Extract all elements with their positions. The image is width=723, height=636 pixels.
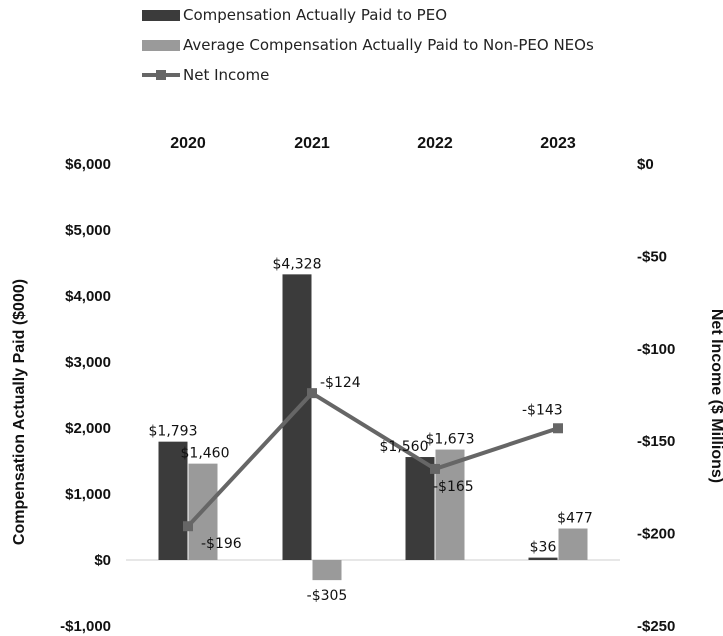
legend-swatch-0 — [142, 10, 180, 21]
category-label-2023: 2023 — [540, 135, 576, 152]
y-tick-label: $6,000 — [65, 156, 111, 173]
y2-tick-label: -$50 — [637, 248, 667, 265]
bar-neo-2021 — [312, 560, 342, 581]
bar-neo-2023 — [558, 528, 588, 560]
y-tick-label: $4,000 — [65, 288, 111, 305]
net-income-point-2023 — [553, 423, 563, 434]
net-income-label-2020: -$196 — [201, 536, 242, 552]
category-label-2022: 2022 — [417, 135, 453, 152]
data-label-peo-2023: $36 — [530, 540, 557, 556]
data-label-neo-2020: $1,460 — [181, 446, 230, 462]
legend: Compensation Actually Paid to PEO Average… — [142, 6, 594, 84]
data-label-peo-2022: $1,560 — [380, 439, 429, 455]
y-tick-label: $1,000 — [65, 486, 111, 503]
net-income-point-2022 — [430, 463, 440, 474]
data-labels: $1,793 $4,328 $1,560 $36 $1,460 -$305 $1,673 $4… — [149, 256, 593, 604]
net-income-label-2022: -$165 — [433, 479, 474, 495]
y2-tick-label: -$200 — [637, 526, 675, 543]
category-label-2021: 2021 — [294, 135, 330, 152]
right-axis-ticks: -$250 -$200 -$150 -$100 -$50 $0 — [637, 156, 675, 635]
y-tick-label: -$1,000 — [60, 618, 111, 635]
legend-marker — [156, 70, 166, 80]
bar-peo-2020 — [158, 441, 188, 560]
bar-peo-2022 — [405, 457, 435, 560]
data-label-peo-2021: $4,328 — [273, 256, 322, 272]
y2-tick-label: $0 — [637, 156, 654, 173]
data-label-neo-2021: -$305 — [307, 588, 348, 604]
net-income-line — [183, 388, 563, 532]
y-tick-label: $5,000 — [65, 222, 111, 239]
net-income-point-2020 — [183, 521, 193, 532]
bar-peo-2021 — [282, 274, 312, 560]
bar-peo-2023 — [528, 557, 558, 560]
y-tick-label: $0 — [94, 552, 111, 569]
y2-tick-label: -$250 — [637, 618, 675, 635]
y-tick-label: $2,000 — [65, 420, 111, 437]
left-axis-title: Compensation Actually Paid ($000) — [11, 279, 28, 545]
left-axis-ticks: -$1,000 $0 $1,000 $2,000 $3,000 $4,000 $5,000 $… — [60, 156, 111, 635]
net-income-point-2021 — [307, 388, 317, 399]
category-label-2020: 2020 — [170, 135, 206, 152]
category-labels: 2020 2021 2022 2023 — [170, 135, 576, 152]
y-tick-label: $3,000 — [65, 354, 111, 371]
net-income-label-2023: -$143 — [522, 402, 563, 418]
legend-label-1: Average Compensation Actually Paid to No… — [183, 36, 594, 54]
net-income-polyline — [186, 391, 559, 528]
legend-swatch-1 — [142, 40, 180, 51]
bars — [158, 274, 588, 581]
data-label-neo-2022: $1,673 — [426, 432, 475, 448]
legend-label-2: Net Income — [183, 66, 269, 84]
y2-tick-label: -$100 — [637, 341, 675, 358]
y2-tick-label: -$150 — [637, 433, 675, 450]
legend-label-0: Compensation Actually Paid to PEO — [183, 6, 447, 24]
data-label-peo-2020: $1,793 — [149, 424, 198, 440]
right-axis-title: Net Income ($ Millions) — [708, 309, 723, 483]
net-income-label-2021: -$124 — [320, 375, 361, 391]
data-label-neo-2023: $477 — [557, 511, 593, 527]
